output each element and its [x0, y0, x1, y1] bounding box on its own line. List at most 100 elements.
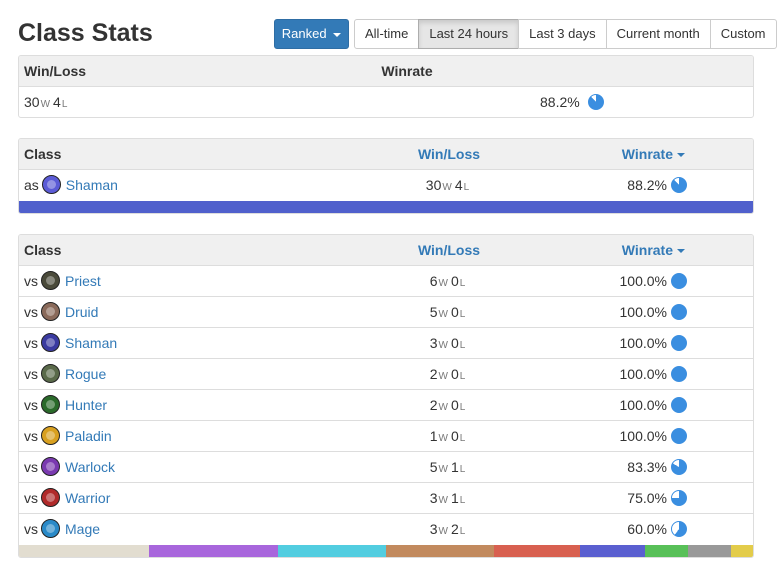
bar-segment — [19, 545, 149, 557]
row-prefix: vs — [24, 521, 38, 537]
wins-value: 5 — [429, 459, 438, 475]
table-row: vs Priest 6W 0L 100.0% — [19, 266, 753, 297]
table-row: vs Hunter 2W 0L 100.0% — [19, 390, 753, 421]
win-suffix: W — [438, 433, 448, 444]
loss-suffix: L — [459, 340, 466, 351]
vs-winloss-sort-header[interactable]: Win/Loss — [417, 242, 481, 258]
page-title: Class Stats — [18, 19, 153, 47]
class-link[interactable]: Rogue — [65, 366, 107, 382]
class-cell: vs Shaman — [24, 328, 117, 359]
loss-suffix: L — [459, 464, 466, 475]
winrate-pie-icon — [671, 520, 687, 537]
winrate-cell: 100.0% — [620, 328, 687, 359]
rogue-icon — [41, 364, 60, 384]
winrate-pie-icon — [671, 334, 687, 351]
bar-segment — [148, 545, 279, 557]
bar-segment — [580, 545, 645, 557]
table-row: vs Druid 5W 0L 100.0% — [19, 297, 753, 328]
class-cell: as Shaman — [24, 170, 118, 201]
vs-winrate-sort-header[interactable]: Winrate — [622, 235, 685, 266]
winloss-cell: 3W 1L — [379, 483, 519, 516]
win-suffix: W — [438, 371, 448, 382]
class-link[interactable]: Shaman — [65, 335, 118, 351]
winloss-cell: 2W 0L — [379, 390, 519, 423]
vs-distribution-bar — [19, 545, 753, 557]
table-row: vs Mage 3W 2L 60.0% — [19, 514, 753, 545]
winrate-pie-icon — [671, 303, 687, 320]
bar-segment — [493, 545, 581, 557]
summary-row: 30W 4L 88.2% — [19, 87, 753, 117]
winrate-pie-icon — [671, 489, 687, 506]
range-current-month-button[interactable]: Current month — [605, 19, 711, 49]
class-cell: vs Hunter — [24, 390, 107, 421]
bar-segment — [385, 545, 494, 557]
as-winrate-sort-header[interactable]: Winrate — [622, 139, 685, 170]
range-all-time-button[interactable]: All-time — [354, 19, 420, 49]
vs-class-panel: Class Win/Loss Winrate vs Priest 6W 0L 100.0… — [18, 234, 754, 558]
page-header: Class Stats Ranked All-time Last 24 hour… — [18, 18, 777, 50]
row-prefix: vs — [24, 459, 38, 475]
class-link[interactable]: Hunter — [65, 397, 108, 413]
class-link[interactable]: Warlock — [65, 459, 116, 475]
class-link[interactable]: Mage — [65, 521, 101, 537]
class-link[interactable]: Warrior — [65, 490, 111, 506]
caret-down-icon — [333, 32, 342, 37]
class-link[interactable]: Paladin — [65, 428, 112, 444]
time-range-selector: All-time Last 24 hours Last 3 days Curre… — [354, 19, 777, 49]
wins-value: 2 — [429, 397, 438, 413]
as-distribution-bar — [19, 201, 753, 213]
loss-suffix: L — [459, 309, 466, 320]
range-last-3-days-button[interactable]: Last 3 days — [518, 19, 607, 49]
table-row: vs Paladin 1W 0L 100.0% — [19, 421, 753, 452]
hunter-icon — [41, 395, 60, 415]
row-prefix: vs — [24, 366, 38, 382]
class-cell: vs Warlock — [24, 452, 115, 483]
loss-suffix: L — [459, 495, 466, 506]
sort-desc-icon — [677, 249, 685, 254]
winrate-value: 100.0% — [619, 335, 667, 351]
summary-wins: 30 — [24, 94, 40, 110]
row-prefix: as — [24, 177, 39, 193]
as-winloss-sort-header[interactable]: Win/Loss — [417, 146, 481, 162]
row-prefix: vs — [24, 304, 38, 320]
ranked-dropdown-button[interactable]: Ranked — [274, 19, 349, 49]
class-link[interactable]: Druid — [65, 304, 99, 320]
winrate-cell: 100.0% — [620, 421, 687, 452]
warlock-icon — [41, 457, 60, 477]
winrate-cell: 83.3% — [627, 452, 687, 483]
class-cell: vs Druid — [24, 297, 98, 328]
row-prefix: vs — [24, 335, 38, 351]
winrate-pie-icon — [671, 176, 687, 193]
vs-table-body: vs Priest 6W 0L 100.0% vs Druid 5W 0L 100.0% vs Sha… — [19, 266, 753, 545]
range-last-24-hours-button[interactable]: Last 24 hours — [418, 19, 520, 49]
winrate-value: 60.0% — [627, 521, 667, 537]
vs-winrate-label: Winrate — [621, 242, 673, 258]
winloss-cell: 6W 0L — [379, 266, 519, 299]
winloss-cell: 2W 0L — [379, 359, 519, 392]
summary-winrate: 88.2% — [540, 87, 604, 117]
class-cell: vs Rogue — [24, 359, 106, 390]
losses-value: 0 — [450, 366, 459, 382]
loss-suffix: L — [459, 371, 466, 382]
losses-value: 4 — [454, 177, 463, 193]
winrate-value: 100.0% — [619, 428, 667, 444]
paladin-icon — [41, 426, 60, 446]
winrate-pie-icon — [671, 427, 687, 444]
wins-value: 3 — [429, 521, 438, 537]
wins-value: 1 — [429, 428, 438, 444]
mage-icon — [41, 519, 60, 539]
winrate-value: 75.0% — [627, 490, 667, 506]
losses-value: 0 — [450, 273, 459, 289]
vs-table-header: Class Win/Loss Winrate — [19, 235, 753, 266]
class-link[interactable]: Priest — [65, 273, 101, 289]
sort-desc-icon — [677, 153, 685, 158]
range-custom-button[interactable]: Custom — [709, 19, 777, 49]
wins-value: 3 — [429, 490, 438, 506]
table-row: as Shaman 30W 4L 88.2% — [19, 170, 753, 201]
bar-segment — [688, 545, 732, 557]
class-link[interactable]: Shaman — [65, 177, 118, 193]
win-suffix: W — [40, 99, 51, 110]
losses-value: 0 — [450, 397, 459, 413]
loss-suffix: L — [463, 182, 470, 193]
row-prefix: vs — [24, 428, 38, 444]
